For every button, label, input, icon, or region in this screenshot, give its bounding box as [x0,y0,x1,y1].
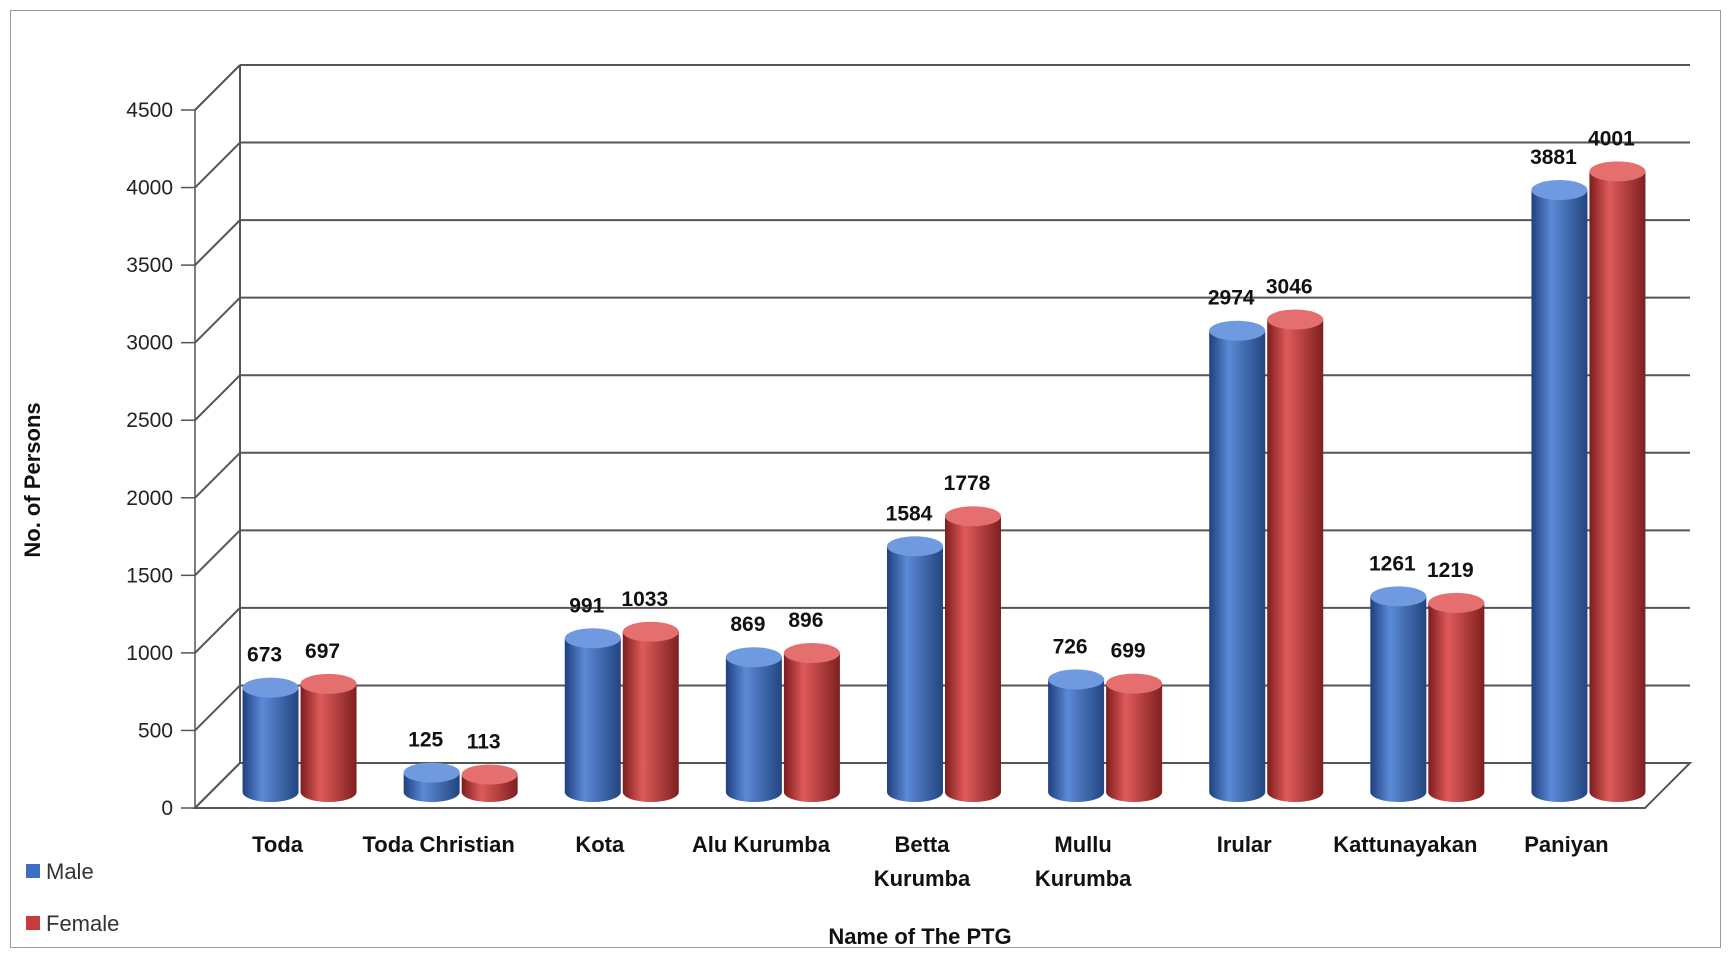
bar-female [1267,319,1324,803]
x-tick-label: Kattunayakan [1333,832,1477,857]
bar-top-male [725,647,782,668]
bar-male [1048,679,1105,803]
bar-top-female [1589,161,1646,182]
data-label-male: 673 [247,644,282,667]
data-label-female: 1778 [944,472,991,495]
gridline-diagonal [194,64,241,111]
x-tick-label: Betta [894,832,950,857]
y-tick-label: 2000 [126,487,173,510]
data-label-female: 1033 [621,588,668,611]
bar-male [1209,330,1266,803]
y-tick-label: 1000 [126,642,173,665]
x-axis-title: Name of The PTG [828,924,1011,949]
bar-female [945,516,1001,802]
data-label-male: 869 [730,613,765,636]
data-label-male: 1261 [1369,552,1416,575]
y-tick-label: 1500 [126,564,173,587]
data-label-male: 125 [408,729,443,752]
y-tick-label: 0 [161,797,173,820]
chart-frame [10,10,1721,948]
legend: Male Female [26,859,119,936]
data-label-male: 991 [569,594,604,617]
bar-male [887,546,943,802]
y-axis: 0 500 1000 1500 2000 2500 3000 3500 4000 4500 [126,99,196,820]
x-tick-label: Toda Christian [362,832,514,857]
bar-male [725,657,782,803]
data-label-male: 726 [1053,635,1088,658]
legend-label-female: Female [46,911,119,936]
bar-top-female [783,643,840,664]
data-label-male: 1584 [886,502,933,525]
x-axis-labels: Toda Toda Christian Kota Alu Kurumba Betta Ku… [252,832,1609,891]
bar-top-female [461,764,518,785]
x-tick-label: Kurumba [1035,866,1132,891]
data-label-female: 697 [305,640,340,663]
legend-swatch-male [26,864,40,878]
y-tick-label: 3000 [126,332,173,355]
bar-top-male [1209,320,1266,341]
bar-top-female [945,506,1001,527]
y-tick-label: 500 [138,719,173,742]
y-tick-label: 4500 [126,99,173,122]
bar-male [1531,190,1588,803]
legend-swatch-female [26,916,40,930]
gridline-diagonal [194,607,241,654]
x-tick-label: Alu Kurumba [692,832,831,857]
bar-top-female [622,621,679,642]
bar-top-male [1048,669,1105,690]
y-tick-label: 3500 [126,254,173,277]
bar-female [622,631,679,803]
bar-top-female [1267,309,1324,330]
x-tick-label: Toda [252,832,304,857]
x-tick-label: Paniyan [1524,832,1608,857]
gridline-diagonal [194,296,241,344]
bar-top-male [887,536,943,557]
gridline-diagonal [194,452,241,499]
data-label-female: 896 [788,609,823,632]
bar-female [783,653,840,803]
gridline-diagonal [194,219,241,266]
bar-top-male [1531,180,1588,201]
x-tick-label: Kota [575,832,625,857]
bar-top-female [1106,673,1163,694]
bar-female [1589,171,1646,803]
x-tick-label: Mullu [1054,832,1111,857]
bar-top-male [403,762,460,783]
data-label-female: 699 [1111,640,1146,663]
y-axis-title: No. of Persons [20,402,45,557]
y-tick-label: 4000 [126,177,173,200]
gridline-diagonal [194,684,241,732]
data-label-female: 4001 [1588,127,1635,150]
data-labels: 673 697 125 113 991 1033 869 896 1584 1778 726 699 2… [247,127,1635,753]
bar-male [564,638,621,803]
bar-top-male [242,677,299,698]
data-label-male: 2974 [1208,287,1255,310]
bar-top-female [1428,592,1485,613]
data-label-male: 3881 [1530,146,1577,169]
bars [242,161,1646,803]
gridline-diagonal [194,374,241,421]
bar-top-male [1370,586,1427,607]
bar-male [1370,596,1427,803]
data-label-female: 1219 [1427,559,1474,582]
data-label-female: 113 [467,730,501,753]
gridline-diagonal [194,529,241,577]
legend-label-male: Male [46,859,94,884]
bar-female [300,683,357,803]
data-label-female: 3046 [1266,276,1313,299]
x-tick-label: Kurumba [874,866,971,891]
bar-top-male [564,628,621,649]
x-tick-label: Irular [1217,832,1272,857]
bar-top-female [300,673,357,694]
y-tick-label: 2500 [126,409,173,432]
gridline-diagonal [194,141,241,189]
bar-female [1428,602,1485,803]
bar-female [1106,683,1163,803]
bar-male [242,687,299,803]
